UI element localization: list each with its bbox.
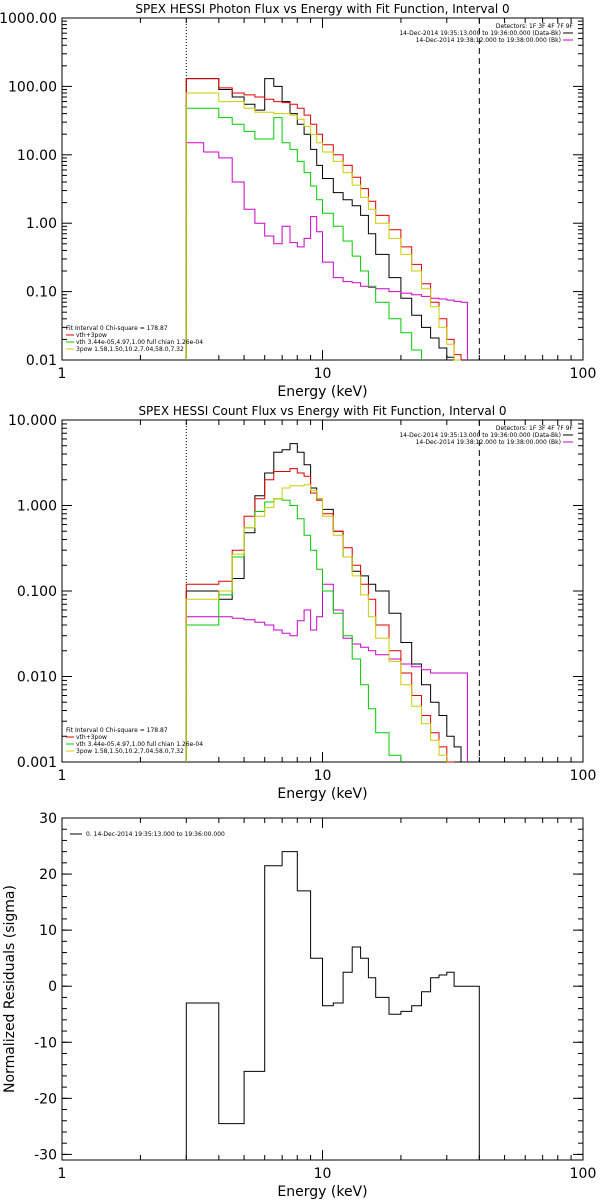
legend-top-right-line: Detectors: 1F 3F 4F 7F 9F — [496, 23, 574, 30]
y-tick-label: 1000.00 — [0, 11, 57, 27]
y-tick-label: 1.000 — [17, 499, 57, 515]
x-tick-label: 10 — [314, 366, 332, 382]
y-tick-label: -10 — [34, 1035, 57, 1051]
legend-bottom-left-line: vth 3.44e-05,4.97,1.00 full chian 1.26e-… — [76, 339, 203, 346]
x-axis-label: Energy (keV) — [277, 1184, 367, 1200]
y-tick-label: 0.10 — [26, 285, 57, 301]
legend-top-right-line: 14-Dec-2014 19:38:12.000 to 19:38:00.000… — [416, 37, 561, 44]
y-tick-label: 0.010 — [17, 670, 57, 686]
legend-top-right-line: 14-Dec-2014 19:38:12.000 to 19:38:00.000… — [416, 439, 561, 446]
chart-title: SPEX HESSI Count Flux vs Energy with Fit… — [138, 404, 506, 418]
residuals-panel: 1 10 100 Energy (keV) -30 -20 -10 0 10 20 30 Normal… — [2, 811, 596, 1200]
legend-top-left-line: 0. 14-Dec-2014 19:35:13.000 to 19:36:00.… — [86, 831, 225, 838]
x-tick-label: 100 — [570, 1166, 597, 1182]
y-tick-label: 10.000 — [8, 413, 57, 429]
series-3pow-line — [185, 92, 461, 361]
x-tick-label: 1 — [58, 768, 67, 784]
legend-bottom-left-line: vth+3pow — [76, 734, 107, 741]
x-tick-label: 10 — [314, 1166, 332, 1182]
x-tick-label: 100 — [570, 768, 597, 784]
y-tick-label: 10.00 — [17, 148, 57, 164]
y-tick-label: -20 — [34, 1091, 57, 1107]
series-vth-line — [185, 107, 422, 360]
legend-bottom-left-line: Fit Interval 0 Chi-square = 178.87 — [66, 727, 168, 734]
legend-bottom-left-line: 3pow 1.58,1.50,10.2,7.04,58.0,7.32 — [76, 748, 184, 755]
x-axis-label: Energy (keV) — [277, 384, 367, 400]
x-axis-label: Energy (keV) — [277, 786, 367, 802]
legend-bottom-left-line: 3pow 1.58,1.50,10.2,7.04,58.0,7.32 — [76, 346, 184, 353]
y-tick-label: -30 — [34, 1147, 57, 1163]
legend-top-right-line: 14-Dec-2014 19:35:13.000 to 19:36:00.000… — [399, 30, 561, 37]
x-tick-label: 10 — [314, 768, 332, 784]
legend-bottom-left-line: Fit Interval 0 Chi-square = 178.87 — [66, 325, 168, 332]
y-tick-label: 30 — [39, 811, 57, 827]
series-3pow-line — [185, 484, 448, 762]
x-tick-label: 1 — [58, 366, 67, 382]
y-tick-label: 0.100 — [17, 584, 57, 600]
y-tick-label: 100.00 — [8, 79, 57, 95]
y-tick-label: 0.01 — [26, 353, 57, 369]
y-tick-label: 0 — [48, 979, 57, 995]
x-tick-label: 1 — [58, 1166, 67, 1182]
legend-top-right-line: Detectors: 1F 3F 4F 7F 9F — [496, 425, 574, 432]
x-tick-label: 100 — [570, 366, 597, 382]
series-data-line — [185, 78, 455, 360]
photon-flux-panel: SPEX HESSI Photon Flux vs Energy with Fi… — [0, 2, 596, 400]
chart-title: SPEX HESSI Photon Flux vs Energy with Fi… — [135, 2, 509, 16]
y-tick-label: 20 — [39, 867, 57, 883]
legend-top-right-line: 14-Dec-2014 19:35:13.000 to 19:36:00.000… — [399, 432, 561, 439]
legend-bottom-left-line: vth 3.44e-05,4.97,1.00 full chian 1.26e-… — [76, 741, 203, 748]
y-tick-label: 0.001 — [17, 755, 57, 771]
count-flux-panel: SPEX HESSI Count Flux vs Energy with Fit… — [8, 404, 596, 802]
y-tick-label: 10 — [39, 923, 57, 939]
series-background-line — [185, 583, 468, 762]
legend-bottom-left-line: vth+3pow — [76, 332, 107, 339]
y-tick-label: 1.00 — [26, 216, 57, 232]
y-axis-label: Normalized Residuals (sigma) — [2, 885, 18, 1093]
series-total-line — [185, 78, 462, 360]
series-residuals-line — [185, 851, 480, 1160]
